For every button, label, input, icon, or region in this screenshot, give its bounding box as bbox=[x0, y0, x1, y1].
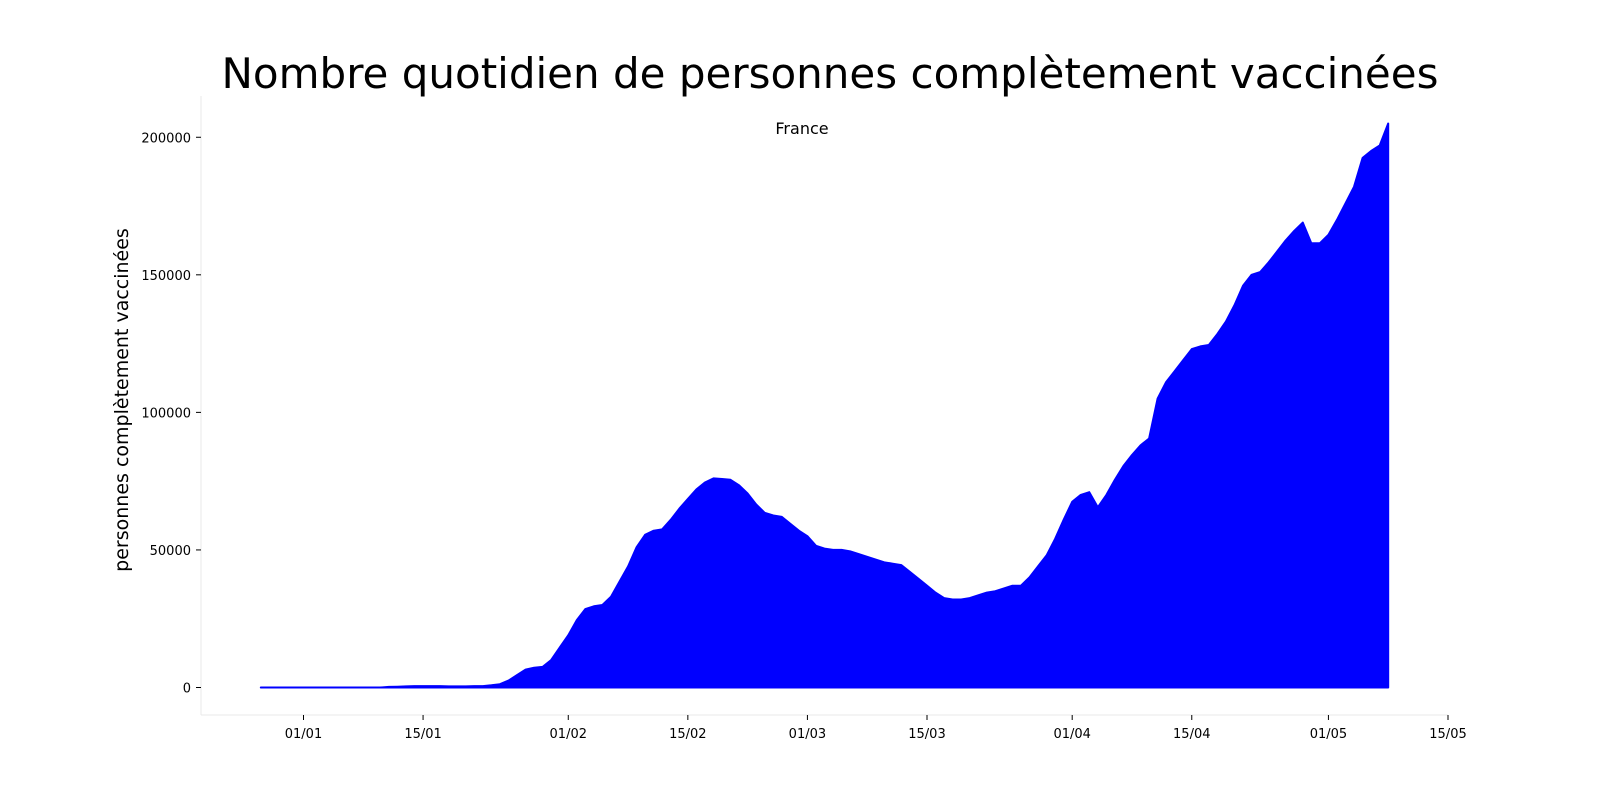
y-axis-label: personnes complètement vaccinées bbox=[111, 228, 133, 572]
y-tick-label: 0 bbox=[183, 681, 191, 696]
x-tick-label: 01/01 bbox=[285, 727, 322, 742]
x-tick-label: 01/03 bbox=[789, 727, 826, 742]
x-tick-label: 15/05 bbox=[1429, 727, 1466, 742]
x-tick-label: 15/04 bbox=[1173, 727, 1210, 742]
plot-area bbox=[259, 122, 1390, 689]
x-tick-label: 15/02 bbox=[669, 727, 706, 742]
x-tick-label: 01/02 bbox=[550, 727, 587, 742]
x-tick-label: 01/05 bbox=[1310, 727, 1347, 742]
x-tick-label: 15/01 bbox=[404, 727, 441, 742]
x-tick-label: 01/04 bbox=[1053, 727, 1090, 742]
y-tick-label: 200000 bbox=[141, 131, 191, 146]
y-tick-label: 150000 bbox=[141, 269, 191, 284]
axes: 0 50000 100000 150000 200000 01/01 15/01 01/02 1… bbox=[141, 96, 1467, 742]
y-tick-label: 50000 bbox=[150, 544, 191, 559]
area-series bbox=[259, 122, 1390, 689]
chart-title: Nombre quotidien de personnes complèteme… bbox=[222, 49, 1439, 98]
y-tick-label: 100000 bbox=[141, 406, 191, 421]
x-tick-label: 15/03 bbox=[908, 727, 945, 742]
chart-subtitle: France bbox=[775, 119, 828, 138]
